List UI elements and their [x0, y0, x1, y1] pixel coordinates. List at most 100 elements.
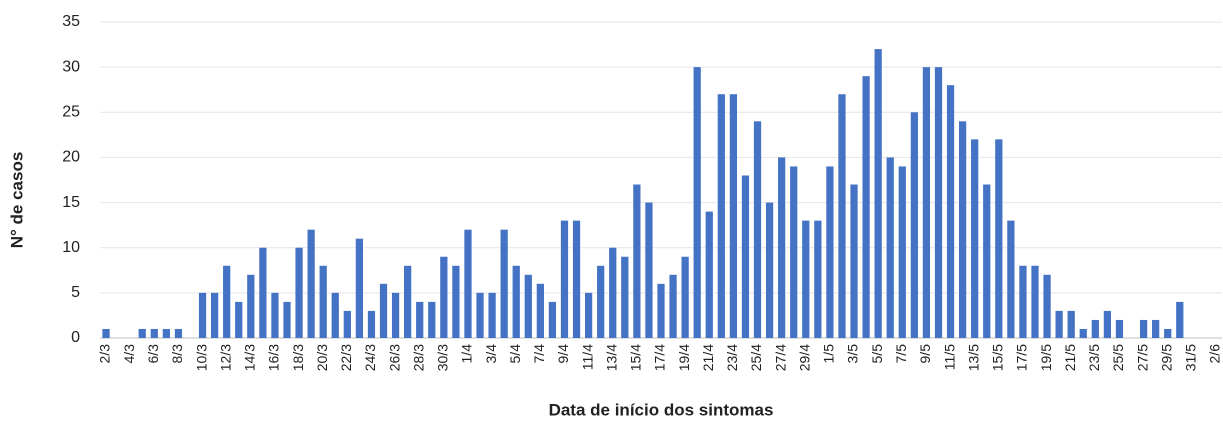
bar: [198, 292, 207, 338]
bar: [271, 292, 279, 338]
bar: [572, 220, 581, 338]
bar: [404, 265, 412, 338]
x-tick-label: 29/5: [1158, 344, 1174, 371]
bar: [476, 292, 484, 338]
bar: [886, 157, 894, 338]
x-tick-label: 2/3: [97, 344, 113, 364]
bar: [681, 256, 689, 338]
bar: [464, 229, 472, 338]
bar: [958, 121, 967, 338]
bar: [802, 220, 810, 338]
y-tick-label: 20: [62, 149, 80, 166]
x-tick-label: 3/5: [845, 344, 861, 364]
bar: [934, 67, 943, 339]
x-tick-label: 17/4: [652, 344, 668, 371]
bar: [850, 184, 858, 338]
x-tick-label: 15/4: [628, 344, 644, 371]
bar: [1067, 310, 1075, 338]
bar: [307, 229, 315, 338]
bar: [1019, 265, 1027, 338]
x-tick-label: 6/3: [145, 344, 161, 364]
bar: [512, 265, 520, 338]
bar: [705, 211, 713, 338]
x-tick-label: 3/4: [483, 344, 499, 364]
x-tick-label: 8/3: [169, 344, 185, 364]
x-tick-label: 23/5: [1086, 344, 1102, 371]
bar: [367, 310, 376, 338]
x-tick-label: 5/4: [507, 344, 523, 364]
bar: [862, 76, 870, 339]
bar: [355, 238, 364, 338]
x-tick-label: 28/3: [410, 344, 426, 371]
bar: [717, 94, 725, 338]
bar: [488, 292, 496, 338]
x-tick-label: 25/5: [1110, 344, 1126, 371]
bar: [162, 328, 170, 338]
x-tick-label: 11/4: [579, 344, 595, 370]
bar: [753, 121, 762, 338]
x-tick-label: 21/4: [700, 344, 716, 371]
bar: [1031, 265, 1039, 338]
x-tick-label: 27/4: [772, 344, 788, 371]
bar: [1007, 220, 1015, 338]
y-tick-label: 35: [62, 13, 80, 30]
x-tick-label: 9/4: [555, 344, 571, 364]
y-tick-label: 25: [62, 104, 80, 121]
bar: [1103, 310, 1112, 338]
x-tick-label: 27/5: [1134, 344, 1150, 371]
bar: [536, 283, 544, 338]
bar: [174, 328, 183, 338]
bar: [669, 274, 677, 338]
x-tick-label: 18/3: [290, 344, 306, 371]
x-tick-label: 31/5: [1183, 344, 1199, 371]
bar: [150, 328, 158, 338]
bar: [223, 265, 231, 338]
y-tick-label: 10: [62, 239, 80, 256]
bar: [790, 166, 798, 338]
bar: [247, 274, 255, 338]
x-tick-label: 23/4: [724, 344, 740, 371]
bar: [922, 67, 931, 339]
bar: [428, 301, 436, 338]
bar: [946, 85, 955, 338]
x-tick-label: 20/3: [314, 344, 330, 371]
bar: [1055, 310, 1063, 338]
y-tick-label: 15: [62, 194, 80, 211]
x-tick-label: 4/3: [121, 344, 137, 364]
bar: [343, 310, 351, 338]
x-tick-label: 7/4: [531, 344, 547, 364]
y-tick-label: 0: [71, 329, 80, 346]
x-tick-label: 26/3: [386, 344, 402, 371]
bar: [391, 292, 400, 338]
x-tick-label: 9/5: [917, 344, 933, 364]
x-tick-label: 10/3: [193, 344, 209, 371]
x-axis-title: Data de início dos sintomas: [549, 400, 774, 419]
x-tick-label: 29/4: [796, 344, 812, 371]
x-tick-label: 22/3: [338, 344, 354, 371]
bar: [898, 166, 906, 338]
bar: [1115, 319, 1124, 338]
x-tick-label: 21/5: [1062, 344, 1078, 371]
x-tick-label: 1/5: [821, 344, 837, 364]
bar: [597, 265, 605, 338]
x-tick-label: 17/5: [1014, 344, 1030, 371]
bar: [1043, 274, 1051, 338]
bar: [259, 247, 267, 338]
bar: [838, 94, 846, 338]
bar: [1079, 328, 1087, 338]
bar: [778, 157, 786, 338]
bar: [765, 202, 774, 338]
x-tick-label: 16/3: [266, 344, 282, 371]
bar: [379, 283, 388, 338]
bar: [621, 256, 629, 338]
y-axis-title: N° de casos: [7, 152, 26, 249]
bar: [331, 292, 339, 338]
bar: [874, 49, 882, 338]
bar: [1139, 319, 1148, 338]
bar: [609, 247, 617, 338]
bar: [295, 247, 303, 338]
x-tick-label: 19/5: [1038, 344, 1054, 371]
bar: [633, 184, 641, 338]
bar: [416, 301, 424, 338]
x-tick-label: 1/4: [459, 344, 475, 364]
